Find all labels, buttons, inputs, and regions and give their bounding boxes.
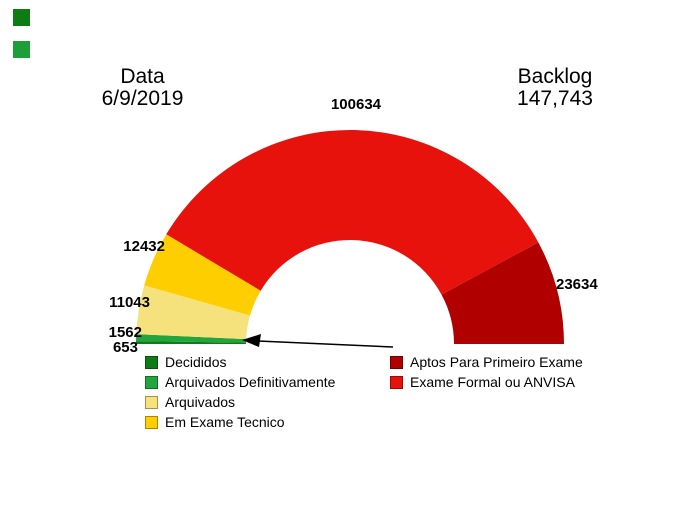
- legend-swatch-decididos: [145, 355, 158, 369]
- backlog-label: Backlog: [517, 65, 593, 88]
- donut-segment-1[interactable]: [136, 334, 247, 343]
- legend-label-exame-formal: Exame Formal ou ANVISA: [410, 374, 575, 390]
- value-label-em-exame-tecnico: 12432: [123, 238, 165, 255]
- legend-label-arquivados: Arquivados: [165, 394, 236, 410]
- donut-segment-2[interactable]: [136, 285, 250, 340]
- legend-item-aptos[interactable]: Aptos Para Primeiro Exame: [390, 352, 583, 372]
- legend-label-em-exame-tecnico: Em Exame Tecnico: [165, 414, 285, 430]
- value-label-decididos: 653: [112, 339, 138, 356]
- legend-item-arquivados-definitivamente[interactable]: Arquivados Definitivamente: [145, 372, 335, 392]
- legend-label-arquivados-definitivamente: Arquivados Definitivamente: [165, 374, 336, 390]
- value-label-exame-formal: 100634: [330, 96, 382, 113]
- donut-segment-3[interactable]: [144, 234, 261, 316]
- legend-left: Decididos Arquivados Definitivamente Arq…: [145, 352, 335, 432]
- legend-item-decididos[interactable]: Decididos: [145, 352, 335, 372]
- legend-right: Aptos Para Primeiro Exame Exame Formal o…: [390, 352, 583, 392]
- donut-segment-0[interactable]: [136, 341, 247, 344]
- legend-swatch-arquivados: [145, 395, 158, 409]
- legend-label-aptos: Aptos Para Primeiro Exame: [410, 354, 583, 370]
- legend-item-exame-formal[interactable]: Exame Formal ou ANVISA: [390, 372, 583, 392]
- donut-segment-4[interactable]: [166, 130, 539, 295]
- legend-swatch-arquivados-definitivamente: [145, 375, 158, 389]
- legend-item-em-exame-tecnico[interactable]: Em Exame Tecnico: [145, 412, 335, 432]
- value-label-arquivados: 11043: [109, 294, 150, 311]
- legend-swatch-em-exame-tecnico: [145, 415, 158, 429]
- legend-label-decididos: Decididos: [165, 354, 227, 370]
- corner-swatch-2: [13, 41, 30, 58]
- value-label-aptos: 23634: [556, 276, 598, 293]
- legend-swatch-aptos: [390, 355, 403, 369]
- legend-swatch-exame-formal: [390, 375, 403, 389]
- date-value: 6/9/2019: [101, 87, 184, 111]
- backlog-header: Backlog 147,743: [495, 65, 615, 111]
- date-label: Data: [120, 65, 165, 88]
- value-label-arq-definitivos: 1562: [108, 324, 142, 341]
- backlog-value: 147,743: [517, 87, 593, 111]
- corner-swatch-1: [13, 9, 30, 26]
- callout-arrow-icon: [242, 334, 394, 348]
- legend-item-arquivados[interactable]: Arquivados: [145, 392, 335, 412]
- donut-segment-5[interactable]: [441, 242, 564, 344]
- donut-segments: [136, 130, 564, 344]
- date-header: Data 6/9/2019: [85, 65, 200, 111]
